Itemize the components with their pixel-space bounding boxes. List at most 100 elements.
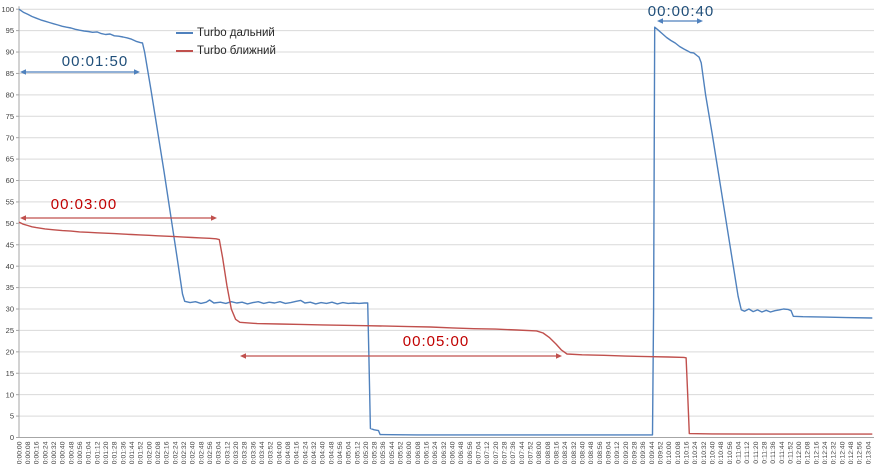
- x-tick-label: 0:09:12: [614, 441, 621, 464]
- y-tick-label: 40: [6, 262, 14, 271]
- x-tick-label: 0:07:12: [484, 441, 491, 464]
- arrow-right-head-icon: [697, 18, 703, 24]
- x-tick-label: 0:04:48: [328, 441, 335, 464]
- x-tick-label: 0:04:32: [311, 441, 318, 464]
- arrow-left-head-icon: [240, 353, 246, 359]
- x-tick-label: 0:06:48: [458, 441, 465, 464]
- x-tick-label: 0:10:48: [718, 441, 725, 464]
- x-tick-label: 0:04:00: [276, 441, 283, 464]
- arrow-left-head-icon: [20, 69, 26, 75]
- x-tick-label: 0:08:08: [545, 441, 552, 464]
- y-tick-label: 25: [6, 326, 14, 335]
- x-tick-label: 0:01:52: [138, 441, 145, 464]
- x-tick-label: 0:02:56: [207, 441, 214, 464]
- y-tick-label: 35: [6, 283, 14, 292]
- x-tick-label: 0:10:08: [675, 441, 682, 464]
- annotation-duration-00-05-00: 00:05:00: [402, 333, 470, 350]
- x-tick-label: 0:03:52: [268, 441, 275, 464]
- y-tick-label: 100: [1, 5, 14, 14]
- y-tick-label: 85: [6, 69, 14, 78]
- x-tick-label: 0:06:32: [441, 441, 448, 464]
- x-tick-label: 0:06:00: [406, 441, 413, 464]
- x-tick-label: 0:11:04: [735, 441, 742, 463]
- x-tick-label: 0:03:20: [233, 441, 240, 464]
- x-tick-label: 0:04:40: [320, 441, 327, 464]
- x-tick-label: 0:09:52: [657, 441, 664, 464]
- x-tick-label: 0:02:08: [155, 441, 162, 464]
- x-tick-label: 0:03:04: [216, 441, 223, 464]
- x-tick-label: 0:08:00: [536, 441, 543, 464]
- x-tick-label: 0:00:24: [42, 441, 49, 464]
- x-tick-label: 0:12:08: [805, 441, 812, 464]
- x-tick-label: 0:06:56: [467, 441, 474, 464]
- x-tick-label: 0:05:36: [380, 441, 387, 464]
- x-tick-label: 0:07:44: [519, 441, 526, 464]
- x-tick-label: 0:10:56: [727, 441, 734, 464]
- arrow-right-head-icon: [211, 215, 217, 221]
- arrow-left-head-icon: [657, 18, 663, 24]
- x-tick-label: 0:11:36: [770, 441, 777, 463]
- x-tick-label: 0:04:24: [302, 441, 309, 464]
- x-tick-label: 0:12:48: [848, 441, 855, 464]
- x-tick-label: 0:12:16: [813, 441, 820, 464]
- legend-label: Turbo ближний: [197, 45, 276, 57]
- series-line-1: [18, 221, 873, 435]
- x-tick-label: 0:07:04: [476, 441, 483, 464]
- x-tick-label: 0:05:04: [346, 441, 353, 464]
- x-tick-label: 0:02:00: [146, 441, 153, 464]
- x-tick-label: 0:06:24: [432, 441, 439, 464]
- y-tick-label: 55: [6, 198, 14, 207]
- x-tick-label: 0:12:32: [831, 441, 838, 464]
- x-tick-label: 0:05:44: [389, 441, 396, 464]
- x-tick-label: 0:12:24: [822, 441, 829, 464]
- x-tick-label: 0:11:44: [779, 441, 786, 463]
- x-tick-label: 0:06:08: [415, 441, 422, 464]
- x-tick-label: 0:05:52: [398, 441, 405, 464]
- x-tick-label: 0:02:48: [198, 441, 205, 464]
- y-tick-label: 80: [6, 90, 14, 99]
- legend-label: Turbo дальний: [197, 27, 275, 39]
- legend-item-turbo-blizhniy: Turbo ближний: [176, 44, 276, 58]
- y-tick-label: 70: [6, 133, 14, 142]
- y-tick-label: 0: [10, 433, 14, 442]
- x-tick-label: 0:00:08: [25, 441, 32, 464]
- x-tick-label: 0:05:12: [354, 441, 361, 464]
- x-tick-label: 0:06:16: [424, 441, 431, 464]
- x-tick-label: 0:01:04: [86, 441, 93, 464]
- y-tick-label: 30: [6, 305, 14, 314]
- arrow-left-head-icon: [20, 215, 26, 221]
- x-tick-label: 0:11:28: [761, 441, 768, 463]
- x-tick-label: 0:10:32: [701, 441, 708, 464]
- x-tick-label: 0:02:40: [190, 441, 197, 464]
- y-tick-label: 50: [6, 219, 14, 228]
- y-tick-label: 5: [10, 412, 14, 421]
- arrow-right-head-icon: [556, 353, 562, 359]
- annotation-duration-00-03-00: 00:03:00: [50, 196, 118, 213]
- legend-swatch-blue: [176, 32, 193, 34]
- x-tick-label: 0:04:56: [337, 441, 344, 464]
- x-tick-label: 0:10:40: [709, 441, 716, 464]
- x-tick-label: 0:11:12: [744, 441, 751, 463]
- x-tick-label: 0:09:44: [649, 441, 656, 464]
- y-tick-label: 10: [6, 390, 14, 399]
- y-tick-label: 75: [6, 112, 14, 121]
- y-tick-label: 15: [6, 369, 14, 378]
- annotation-duration-00-01-50: 00:01:50: [61, 53, 129, 70]
- x-tick-label: 0:11:52: [787, 441, 794, 463]
- annotation-duration-00-00-40: 00:00:40: [647, 3, 715, 20]
- x-tick-label: 0:00:40: [60, 441, 67, 464]
- x-tick-label: 0:12:00: [796, 441, 803, 464]
- x-tick-label: 0:00:56: [77, 441, 84, 464]
- x-tick-label: 0:07:28: [502, 441, 509, 464]
- x-tick-label: 0:05:20: [363, 441, 370, 464]
- x-tick-label: 0:09:36: [640, 441, 647, 464]
- legend-item-turbo-dalniy: Turbo дальний: [176, 26, 276, 40]
- x-tick-label: 0:08:48: [588, 441, 595, 464]
- x-tick-label: 0:00:32: [51, 441, 58, 464]
- x-tick-label: 0:11:20: [753, 441, 760, 463]
- y-tick-label: 90: [6, 48, 14, 57]
- x-tick-label: 0:13:04: [865, 441, 872, 464]
- y-tick-label: 20: [6, 347, 14, 356]
